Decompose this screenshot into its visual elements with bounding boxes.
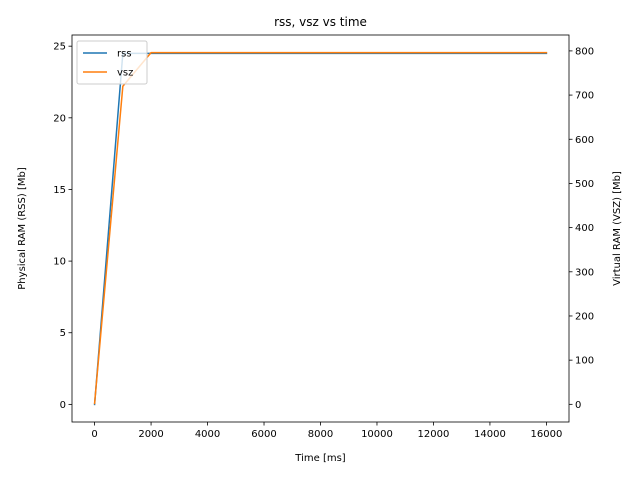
y-left-tick-label: 15 (53, 185, 66, 196)
y-left-tick-label: 10 (53, 257, 66, 268)
y-right-axis-label: Virtual RAM (VSZ) [Mb] (612, 171, 623, 286)
x-tick-label: 6000 (251, 429, 276, 440)
x-axis-label: Time [ms] (294, 453, 346, 464)
x-tick-label: 16000 (531, 429, 563, 440)
y-right-tick-label: 500 (575, 179, 594, 190)
y-right-tick-label: 600 (575, 135, 594, 146)
legend-frame (76, 40, 148, 85)
y-left-tick-label: 0 (60, 400, 66, 411)
x-tick-label: 10000 (361, 429, 393, 440)
y-right-tick-label: 700 (575, 91, 594, 102)
chart-title: rss, vsz vs time (274, 15, 367, 29)
x-tick-label: 12000 (418, 429, 450, 440)
series-line-vsz (93, 51, 548, 405)
x-tick-label: 14000 (474, 429, 506, 440)
x-tick-label: 0 (91, 429, 97, 440)
y-right-tick-label: 0 (575, 400, 581, 411)
x-tick-label: 8000 (308, 429, 333, 440)
y-left-tick-label: 5 (60, 328, 66, 339)
axes-frame (71, 34, 570, 423)
legend-label-rss: rss (117, 49, 132, 60)
y-right-tick-label: 200 (575, 311, 594, 322)
legend: rss vsz (76, 40, 148, 85)
y-left-tick-label: 20 (53, 113, 66, 124)
x-axis-ticks: 0 2000 4000 6000 8000 10000 12000 14000 16000 (91, 422, 562, 440)
y-left-axis-label: Physical RAM (RSS) [Mb] (17, 167, 28, 290)
legend-label-vsz: vsz (117, 68, 133, 79)
x-tick-label: 4000 (195, 429, 220, 440)
series-layer (93, 51, 548, 406)
y-left-axis-ticks: 0 5 10 15 20 25 (53, 42, 72, 411)
y-right-axis-ticks: 0 100 200 300 400 500 600 700 800 (569, 46, 594, 411)
y-right-tick-label: 400 (575, 223, 594, 234)
y-right-tick-label: 800 (575, 46, 594, 57)
x-tick-label: 2000 (138, 429, 163, 440)
y-right-tick-label: 100 (575, 356, 594, 367)
y-left-tick-label: 25 (53, 42, 66, 53)
y-right-tick-label: 300 (575, 267, 594, 278)
